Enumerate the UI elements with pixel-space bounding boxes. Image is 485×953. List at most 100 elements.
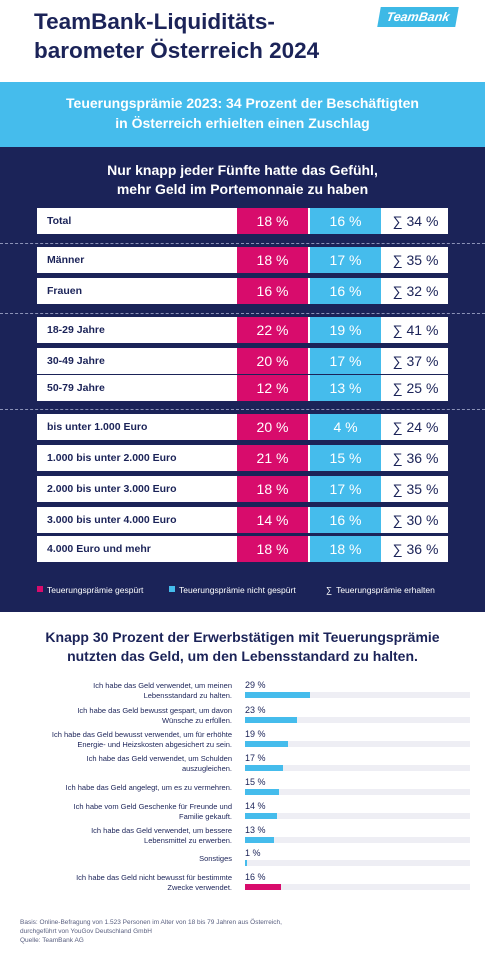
table-row: 30-49 Jahre 20 % 17 % ∑ 37 % — [37, 348, 448, 374]
bar-chart-title-line-2: nutzten das Geld, um den Lebensstandard … — [67, 648, 418, 664]
bar-label-line: Ich habe das Geld verwendet, um Schulden — [86, 754, 232, 763]
bar-value-label: 29 % — [245, 680, 266, 690]
row-label: 30-49 Jahre — [47, 355, 105, 367]
value-not-felt: 16 % — [310, 278, 381, 304]
value-total: ∑ 35 % — [392, 252, 439, 268]
bar-label: Ich habe vom Geld Geschenke für Freunde … — [20, 802, 232, 822]
bar-label-line: Ich habe das Geld nicht bewusst für best… — [76, 873, 232, 882]
value-total: ∑ 41 % — [392, 322, 439, 338]
bar — [245, 741, 288, 747]
row-label: 18-29 Jahre — [47, 324, 105, 336]
bar — [245, 837, 275, 843]
bar-track — [245, 717, 470, 723]
bar-label-line: Ich habe vom Geld Geschenke für Freunde … — [73, 802, 232, 811]
bar-track — [245, 860, 470, 866]
value-not-felt: 17 % — [310, 476, 381, 502]
banner-text: Teuerungsprämie 2023: 34 Prozent der Bes… — [20, 93, 465, 133]
bar-label: Ich habe das Geld bewusst gespart, um da… — [20, 706, 232, 726]
value-felt: 18 % — [237, 208, 308, 234]
bar-label-line: Ich habe das Geld bewusst verwendet, um … — [51, 730, 232, 739]
bar — [245, 717, 297, 723]
bar-label-line: Ich habe das Geld bewusst gespart, um da… — [77, 706, 232, 715]
group-divider — [0, 243, 485, 244]
bar-label: Ich habe das Geld verwendet, um meinen Le… — [20, 681, 232, 701]
legend-swatch-pink — [37, 586, 43, 592]
legend-label-total: Teuerungsprämie erhalten — [336, 585, 435, 595]
bar — [245, 884, 281, 890]
value-not-felt: 17 % — [310, 247, 381, 273]
value-total: ∑ 24 % — [392, 419, 439, 435]
value-not-felt: 15 % — [310, 445, 381, 471]
bar-track — [245, 765, 470, 771]
footer-source: Quelle: TeamBank AG — [20, 937, 84, 944]
legend: Teuerungsprämie gespürt Teuerungsprämie … — [37, 583, 467, 597]
bar-label-line: Ich habe das Geld verwendet, um meinen — [93, 681, 232, 690]
bar-value-label: 15 % — [245, 777, 266, 787]
value-not-felt: 4 % — [310, 414, 381, 440]
headline-banner: Teuerungsprämie 2023: 34 Prozent der Bes… — [0, 82, 485, 147]
legend-swatch-blue — [169, 586, 175, 592]
value-felt: 20 % — [237, 414, 308, 440]
legend-label-felt: Teuerungsprämie gespürt — [47, 585, 144, 595]
title-line-1: TeamBank-Liquiditäts- — [34, 9, 275, 34]
bar — [245, 789, 279, 795]
table-row: 50-79 Jahre 12 % 13 % ∑ 25 % — [37, 375, 448, 401]
bar-label-line: auszugleichen. — [181, 764, 232, 773]
value-total: ∑ 34 % — [392, 213, 439, 229]
row-label: 50-79 Jahre — [47, 382, 105, 394]
header: TeamBank-Liquiditäts- barometer Österrei… — [0, 0, 485, 80]
footer-basis-line-2: durchgeführt von YouGov Deutschland GmbH — [20, 928, 152, 935]
banner-line-1: Teuerungsprämie 2023: 34 Prozent der Bes… — [66, 95, 419, 111]
value-total: ∑ 35 % — [392, 481, 439, 497]
legend-label-not-felt: Teuerungsprämie nicht gespürt — [179, 585, 296, 595]
bar-label: Ich habe das Geld nicht bewusst für best… — [20, 873, 232, 893]
bar-label-line: Lebensstandard zu halten. — [143, 691, 232, 700]
value-total: ∑ 36 % — [392, 541, 439, 557]
bar — [245, 860, 248, 866]
bar-value-label: 23 % — [245, 705, 266, 715]
legend-item-felt: Teuerungsprämie gespürt — [37, 583, 143, 597]
bar-value-label: 17 % — [245, 753, 266, 763]
sum-icon: ∑ — [326, 585, 333, 595]
bar — [245, 813, 277, 819]
bar-label-line: Energie- und Heizskosten abgesichert zu … — [77, 740, 232, 749]
bar-label-line: Sonstiges — [199, 854, 232, 863]
bar-track — [245, 789, 470, 795]
value-total: ∑ 32 % — [392, 283, 439, 299]
bar-value-label: 13 % — [245, 825, 266, 835]
value-not-felt: 16 % — [310, 208, 381, 234]
table-title-line-1: Nur knapp jeder Fünfte hatte das Gefühl, — [107, 162, 378, 178]
table-row: Männer 18 % 17 % ∑ 35 % — [37, 247, 448, 273]
bar-chart-title-line-1: Knapp 30 Prozent der Erwerbstätigen mit … — [45, 629, 440, 645]
bar-value-label: 1 % — [245, 848, 261, 858]
value-total: ∑ 25 % — [392, 380, 439, 396]
table-title: Nur knapp jeder Fünfte hatte das Gefühl,… — [20, 161, 465, 199]
value-not-felt: 13 % — [310, 375, 381, 401]
bar-track — [245, 692, 470, 698]
value-not-felt: 19 % — [310, 317, 381, 343]
table-panel: Nur knapp jeder Fünfte hatte das Gefühl,… — [0, 147, 485, 612]
bar-label: Ich habe das Geld verwendet, um Schulden… — [20, 754, 232, 774]
value-not-felt: 16 % — [310, 507, 381, 533]
bar-label: Sonstiges — [20, 854, 232, 864]
footer: Basis: Online-Befragung von 1.523 Person… — [20, 918, 460, 945]
row-label: 2.000 bis unter 3.000 Euro — [47, 483, 177, 495]
row-label: 3.000 bis unter 4.000 Euro — [47, 514, 177, 526]
bar-label-line: Zwecke verwendet. — [167, 883, 232, 892]
table-title-line-2: mehr Geld im Portemonnaie zu haben — [116, 181, 369, 197]
bar-label: Ich habe das Geld verwendet, um bessere L… — [20, 826, 232, 846]
value-felt: 16 % — [237, 278, 308, 304]
bar — [245, 692, 311, 698]
value-felt: 22 % — [237, 317, 308, 343]
value-felt: 14 % — [237, 507, 308, 533]
legend-item-total: ∑ Teuerungsprämie erhalten — [326, 583, 435, 597]
value-felt: 20 % — [237, 348, 308, 374]
bar-label-line: Wünsche zu erfüllen. — [161, 716, 232, 725]
value-felt: 12 % — [237, 375, 308, 401]
legend-item-not-felt: Teuerungsprämie nicht gespürt — [169, 583, 296, 597]
row-label: 1.000 bis unter 2.000 Euro — [47, 452, 177, 464]
bar-label: Ich habe das Geld angelegt, um es zu ver… — [20, 783, 232, 793]
table-row: 3.000 bis unter 4.000 Euro 14 % 16 % ∑ 30 % — [37, 507, 448, 533]
bar-label-line: Ich habe das Geld verwendet, um bessere — [91, 826, 232, 835]
value-felt: 18 % — [237, 247, 308, 273]
